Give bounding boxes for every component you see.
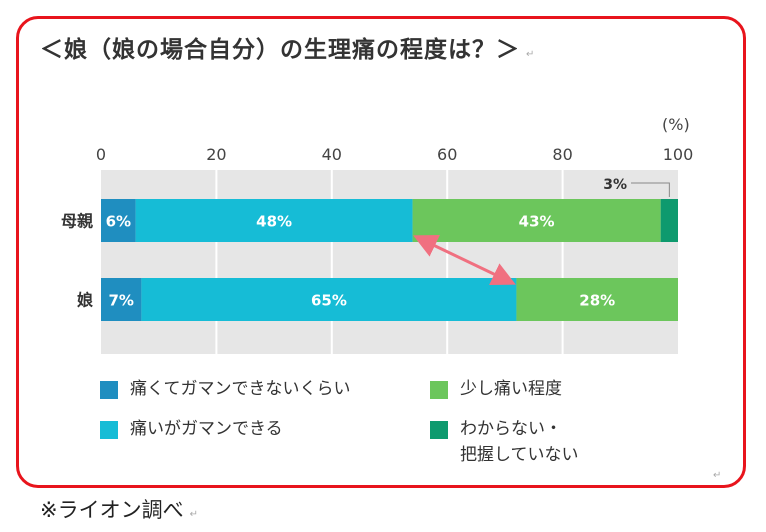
bar-segment (516, 278, 678, 321)
category-label: 娘 (77, 291, 93, 310)
legend-swatch (430, 381, 448, 399)
footnote: ※ライオン調べ ↵ (40, 494, 198, 524)
legend-swatch (100, 421, 118, 439)
callout-label: 3% (603, 177, 627, 193)
return-mark-icon: ↵ (526, 49, 536, 60)
callout-leader-line (631, 182, 670, 197)
legend-label-line2: 把握していない (460, 445, 579, 465)
data-label: 7% (108, 292, 133, 310)
data-label: 43% (519, 213, 555, 231)
bar-segment (101, 278, 142, 321)
x-tick-label: 0 (96, 145, 106, 164)
data-label: 28% (579, 292, 615, 310)
return-mark-icon: ↵ (713, 470, 722, 481)
bar-segment (135, 199, 413, 242)
x-tick-label: 40 (322, 145, 342, 164)
data-label: 48% (256, 213, 292, 231)
footnote-text: ※ライオン調べ (40, 498, 184, 522)
chart-frame (16, 16, 746, 488)
legend-label: 痛いがガマンできる (130, 419, 283, 439)
legend-swatch (430, 421, 448, 439)
return-mark-icon: ↵ (189, 509, 198, 520)
legend-label: 痛くてガマンできないくらい (130, 379, 351, 399)
bar-segment (660, 199, 678, 242)
x-tick-label: 60 (437, 145, 457, 164)
category-label: 母親 (61, 212, 93, 231)
x-tick-label: 20 (206, 145, 226, 164)
data-label: 65% (311, 292, 347, 310)
title-text: ＜娘（娘の場合自分）の生理痛の程度は？＞ (40, 37, 520, 63)
legend-label: 少し痛い程度 (460, 379, 562, 399)
plot-background (101, 170, 678, 354)
page-title: ＜娘（娘の場合自分）の生理痛の程度は？＞ ↵ (40, 30, 535, 64)
data-label: 6% (106, 213, 131, 231)
bar-segment (141, 278, 517, 321)
legend-label: わからない・ (460, 419, 562, 439)
x-tick-label: 100 (663, 145, 694, 164)
bar-segment (412, 199, 661, 242)
comparison-arrow (413, 234, 516, 286)
axis-unit-label: (%) (662, 115, 690, 134)
bar-segment (101, 199, 136, 242)
legend-swatch (100, 381, 118, 399)
x-tick-label: 80 (552, 145, 572, 164)
